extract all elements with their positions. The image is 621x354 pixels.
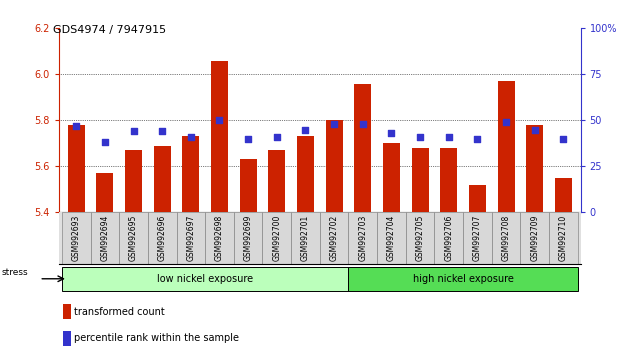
Text: GSM992697: GSM992697 [186,215,196,261]
Bar [354,84,371,212]
Bar [125,150,142,212]
Bar [526,125,543,212]
FancyBboxPatch shape [62,267,348,291]
Bar [469,185,486,212]
Point [329,121,339,127]
Text: GSM992710: GSM992710 [559,215,568,261]
Text: GSM992704: GSM992704 [387,215,396,261]
Text: GDS4974 / 7947915: GDS4974 / 7947915 [53,25,166,35]
Bar [383,143,400,212]
Text: GSM992693: GSM992693 [71,215,81,261]
Text: GSM992699: GSM992699 [243,215,253,261]
Bar [240,160,256,212]
Bar [119,212,148,264]
Point [415,134,425,140]
Point [157,129,167,134]
Point [71,123,81,129]
Point [386,130,396,136]
Text: GSM992705: GSM992705 [415,215,425,261]
FancyBboxPatch shape [348,267,578,291]
Point [473,136,483,142]
Bar [234,212,263,264]
Bar [440,148,458,212]
Point [301,127,310,132]
Bar [325,120,343,212]
Bar [497,81,515,212]
Bar [520,212,549,264]
Point [100,139,110,145]
Bar [263,212,291,264]
Bar [91,212,119,264]
Text: GSM992707: GSM992707 [473,215,482,261]
Bar [406,212,435,264]
Point [358,121,368,127]
Bar [291,212,320,264]
Text: GSM992709: GSM992709 [530,215,539,261]
Text: GSM992702: GSM992702 [330,215,338,261]
Point [214,118,224,123]
Bar [297,137,314,212]
Point [272,134,282,140]
Bar [492,212,520,264]
Text: GSM992698: GSM992698 [215,215,224,261]
Bar [555,178,572,212]
Text: GSM992700: GSM992700 [273,215,281,261]
Bar [205,212,234,264]
Bar [62,212,91,264]
Point [530,127,540,132]
Point [186,134,196,140]
Text: GSM992694: GSM992694 [101,215,109,261]
Bar [348,212,377,264]
Bar [463,212,492,264]
Bar [153,146,171,212]
Text: GSM992703: GSM992703 [358,215,367,261]
Bar [63,331,71,346]
Bar [377,212,406,264]
Bar [148,212,176,264]
Bar [268,150,286,212]
Text: GSM992695: GSM992695 [129,215,138,261]
Point [444,134,454,140]
Bar [96,173,114,212]
Bar [68,125,85,212]
Point [501,119,511,125]
Bar [63,304,71,319]
Point [243,136,253,142]
Text: transformed count: transformed count [75,307,165,316]
Text: GSM992701: GSM992701 [301,215,310,261]
Bar [211,61,228,212]
Text: GSM992708: GSM992708 [502,215,510,261]
Bar [320,212,348,264]
Bar [549,212,578,264]
Text: high nickel exposure: high nickel exposure [413,274,514,284]
Text: GSM992696: GSM992696 [158,215,166,261]
Text: GSM992706: GSM992706 [444,215,453,261]
Bar [412,148,428,212]
Text: low nickel exposure: low nickel exposure [157,274,253,284]
Bar [176,212,205,264]
Bar [182,137,199,212]
Point [558,136,568,142]
Point [129,129,138,134]
Bar [435,212,463,264]
Text: percentile rank within the sample: percentile rank within the sample [75,333,239,343]
Text: stress: stress [1,268,28,276]
